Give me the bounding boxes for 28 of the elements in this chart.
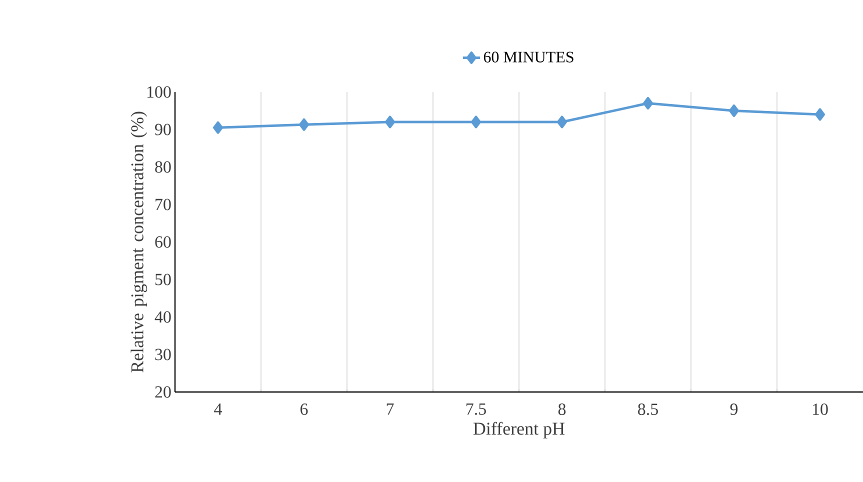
x-tick-label: 7.5: [466, 404, 486, 415]
point: [299, 118, 310, 131]
point: [213, 121, 224, 134]
point: [556, 116, 567, 128]
x-tick-label: 8.5: [638, 404, 658, 416]
x-tick-label: 4: [214, 404, 222, 415]
y-tick-label: 80: [155, 161, 171, 173]
y-tick-label: 60: [155, 236, 171, 248]
point: [642, 96, 653, 110]
y-tick-label: 30: [155, 348, 171, 360]
point: [814, 108, 825, 121]
y-tick-label: 90: [155, 124, 171, 136]
y-tick-label: 70: [156, 198, 171, 210]
x-tick-label: 10: [812, 404, 828, 415]
y-tick-label: 50: [155, 274, 171, 286]
y-tick-label: 40: [154, 311, 171, 323]
point: [728, 104, 739, 117]
y-tick-label: 100: [147, 86, 171, 98]
y-axis-title: Relative pigment concentration (%): [130, 112, 148, 372]
legend-label: 60 MINUTES: [484, 52, 574, 62]
x-tick-label: 6: [300, 404, 308, 415]
x-axis-title: Different pH: [473, 422, 565, 438]
y-tick-label: 20: [155, 386, 171, 398]
x-tick-label: 8: [558, 404, 566, 415]
x-tick-label: 9: [730, 404, 738, 415]
point: [385, 116, 395, 128]
point: [470, 116, 481, 128]
x-tick-label: 7: [386, 404, 394, 415]
